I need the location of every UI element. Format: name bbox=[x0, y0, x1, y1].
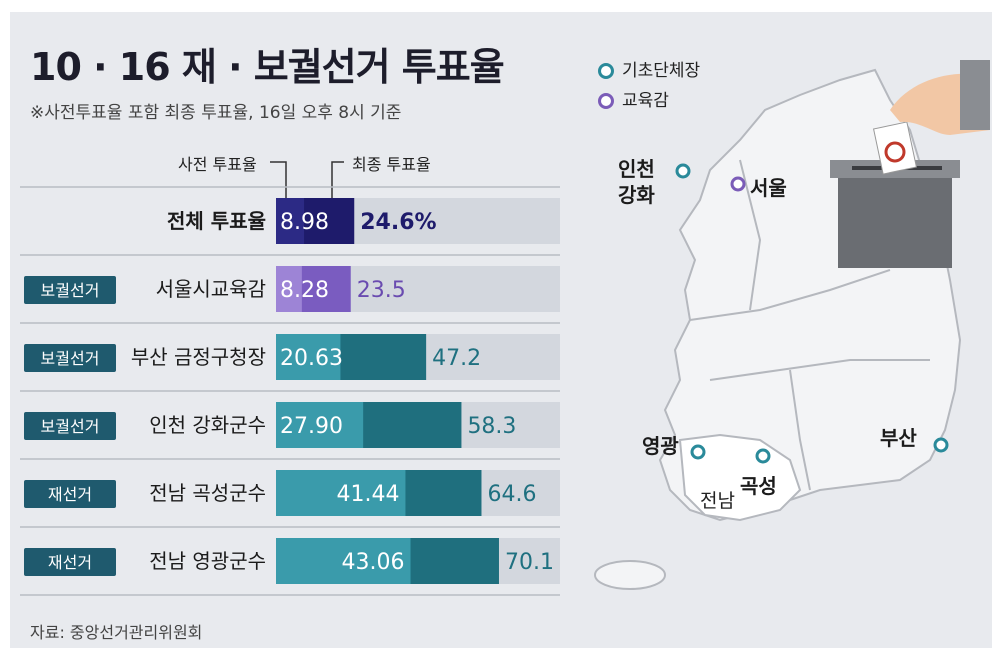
legend-final-label: 최종 투표율 bbox=[352, 155, 431, 174]
early-value-label: 8.28 bbox=[280, 278, 329, 303]
final-value-label: 70.1 bbox=[505, 550, 554, 575]
early-bar bbox=[276, 470, 406, 516]
marker-seoul bbox=[730, 176, 746, 192]
category-label: 부산 금정구청장 bbox=[131, 345, 266, 369]
early-bar bbox=[276, 538, 411, 584]
teal-circle-icon bbox=[598, 63, 614, 79]
map-legend-mayor: 기초단체장 bbox=[598, 56, 700, 81]
marker-busan bbox=[933, 437, 949, 453]
ballot-box bbox=[838, 178, 952, 268]
early-value-label: 41.44 bbox=[336, 482, 399, 507]
ballot-paper bbox=[872, 121, 918, 175]
final-value-label: 23.5 bbox=[357, 278, 406, 303]
early-value-label: 27.90 bbox=[280, 414, 343, 439]
marker-incheon bbox=[675, 163, 691, 179]
map-label-incheon: 인천 강화 bbox=[618, 157, 655, 207]
final-value-label: 47.2 bbox=[432, 346, 481, 371]
election-type-badge-label: 재선거 bbox=[48, 485, 92, 504]
early-bar bbox=[276, 402, 364, 448]
jeju-island-shape bbox=[594, 560, 666, 590]
source-note: 자료: 중앙선거관리위원회 bbox=[30, 623, 203, 642]
map-legend-education: 교육감 bbox=[598, 86, 669, 111]
category-label: 서울시교육감 bbox=[156, 277, 266, 301]
election-type-badge-label: 보궐선거 bbox=[41, 417, 100, 436]
purple-circle-icon bbox=[598, 93, 614, 109]
map-label-gokseong: 곡성 bbox=[740, 474, 777, 498]
election-type-badge-label: 재선거 bbox=[48, 553, 92, 572]
legend-early-label: 사전 투표율 bbox=[178, 155, 257, 174]
early-bar bbox=[276, 334, 341, 380]
marker-yeonggwang bbox=[690, 444, 706, 460]
map-legend-education-label: 교육감 bbox=[622, 91, 669, 111]
marker-gokseong bbox=[755, 448, 771, 464]
province-border-3 bbox=[789, 369, 811, 491]
early-bar bbox=[276, 266, 302, 312]
final-value-label: 24.6% bbox=[360, 210, 436, 235]
election-type-badge bbox=[24, 344, 116, 372]
election-type-badge-label: 보궐선거 bbox=[41, 349, 100, 368]
chart-subtitle: ※사전투표율 포함 최종 투표율, 16일 오후 8시 기준 bbox=[30, 103, 402, 123]
province-border-4 bbox=[739, 159, 762, 311]
election-type-badge bbox=[24, 276, 116, 304]
election-type-badge bbox=[24, 480, 116, 508]
final-value-label: 64.6 bbox=[487, 482, 536, 507]
ballot-stamp-icon bbox=[884, 141, 906, 163]
map-label-jeonnam: 전남 bbox=[700, 490, 735, 512]
early-bar bbox=[276, 198, 305, 244]
sleeve-icon bbox=[960, 60, 990, 130]
map-label-seoul: 서울 bbox=[750, 176, 787, 200]
province-border bbox=[689, 269, 891, 321]
early-value-label: 20.63 bbox=[280, 346, 343, 371]
category-label: 인천 강화군수 bbox=[149, 413, 266, 437]
category-label: 전체 투표율 bbox=[167, 209, 266, 233]
legend-final-connector bbox=[331, 161, 344, 198]
province-border-2 bbox=[709, 359, 930, 381]
map-label-busan: 부산 bbox=[880, 426, 917, 450]
korea-map bbox=[594, 60, 990, 590]
election-type-badge bbox=[24, 412, 116, 440]
map-legend-mayor-label: 기초단체장 bbox=[622, 61, 701, 81]
election-type-badge bbox=[24, 548, 116, 576]
category-label: 전남 곡성군수 bbox=[149, 481, 266, 505]
early-value-label: 8.98 bbox=[280, 210, 329, 235]
legend-early-connector bbox=[270, 161, 287, 198]
final-value-label: 58.3 bbox=[467, 414, 516, 439]
early-value-label: 43.06 bbox=[342, 550, 405, 575]
chart-title: 10 · 16 재 · 보궐선거 투표율 bbox=[30, 45, 505, 89]
election-type-badge-label: 보궐선거 bbox=[41, 281, 100, 300]
category-label: 전남 영광군수 bbox=[149, 549, 266, 573]
map-label-yeonggwang: 영광 bbox=[642, 434, 679, 458]
